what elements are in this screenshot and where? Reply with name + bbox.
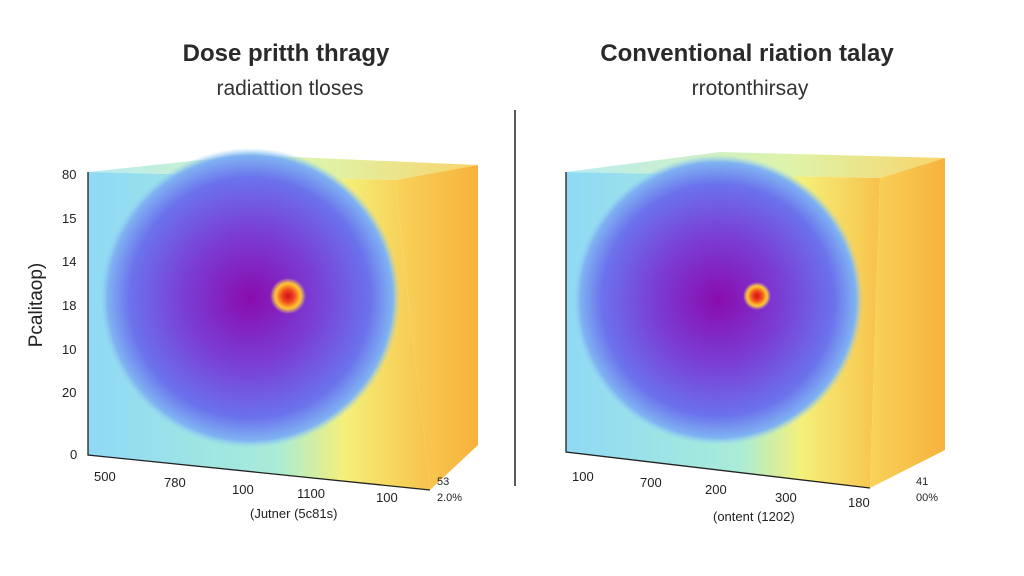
right-hotspot — [743, 282, 771, 310]
x-tick: 100 — [572, 469, 594, 484]
left-subtitle: radiattion tloses — [216, 77, 364, 100]
x-tick: 100 — [232, 482, 254, 497]
left-dose-sphere — [100, 148, 400, 448]
right-side-face — [870, 158, 945, 488]
right-dose-sphere — [573, 155, 863, 445]
left-x-axis-label: (Jutner (5c81s) — [250, 506, 338, 521]
right-axis — [565, 172, 871, 489]
right-x-axis-label: (ontent (1202) — [713, 509, 795, 524]
y-tick: 0 — [70, 447, 78, 462]
z-tick: 00% — [916, 492, 939, 504]
y-tick: 14 — [62, 254, 77, 269]
x-tick: 300 — [775, 490, 797, 505]
z-tick: 41 — [916, 476, 929, 488]
left-hotspot — [270, 278, 306, 314]
x-tick: 200 — [705, 482, 727, 497]
z-tick: 2.0% — [437, 492, 463, 504]
x-tick: 1100 — [297, 486, 325, 501]
right-title: Conventional riation talay — [600, 40, 894, 67]
z-tick: 53 — [437, 476, 450, 488]
left-y-axis-label: Pcalitaop) — [26, 262, 47, 348]
y-tick: 18 — [62, 298, 77, 313]
left-y-axis — [87, 172, 431, 491]
x-tick: 100 — [376, 490, 398, 505]
left-plot — [87, 148, 478, 491]
x-tick: 500 — [94, 469, 116, 484]
right-subtitle: rrotonthirsay — [691, 77, 809, 100]
left-title: Dose pritth thragy — [182, 40, 390, 67]
y-tick: 15 — [62, 211, 77, 226]
left-side-face — [395, 165, 478, 490]
y-tick: 20 — [62, 385, 77, 400]
y-tick: 10 — [62, 342, 77, 357]
y-tick: 80 — [62, 167, 77, 182]
x-tick: 180 — [848, 495, 870, 510]
x-tick: 780 — [164, 475, 186, 490]
right-plot — [565, 152, 945, 489]
x-tick: 700 — [640, 475, 662, 490]
